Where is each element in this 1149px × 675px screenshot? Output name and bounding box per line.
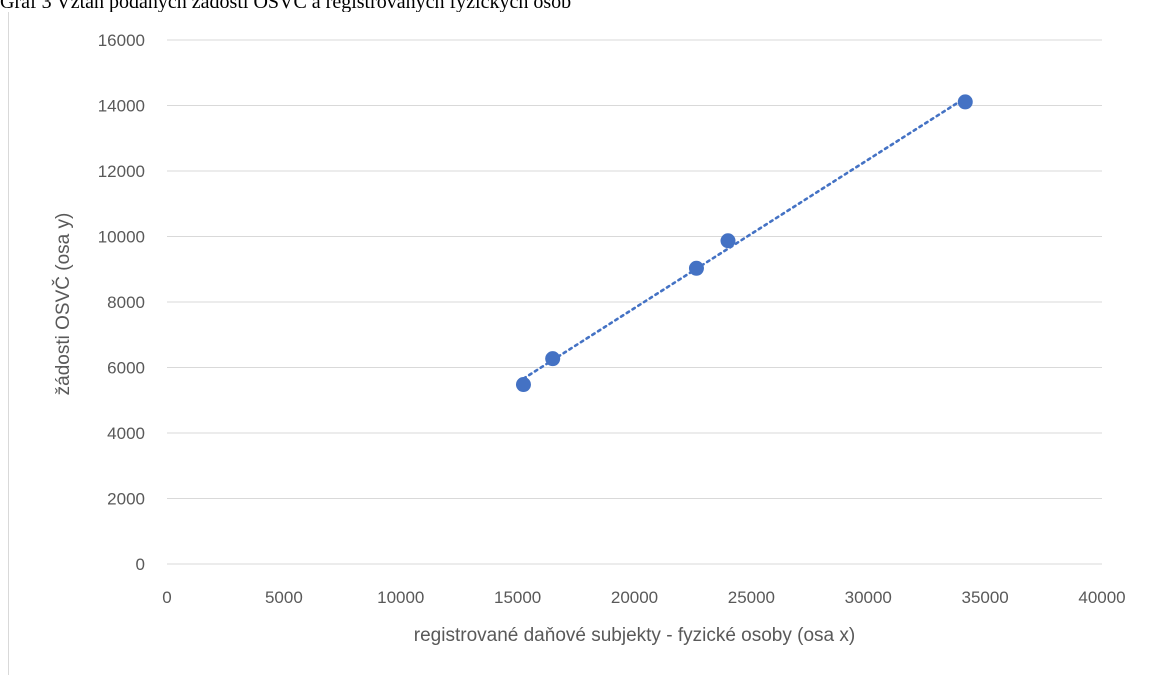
trendline-layer (522, 96, 967, 380)
x-tick-label: 40000 (1078, 588, 1125, 607)
x-tick-label: 15000 (494, 588, 541, 607)
y-tick-label: 16000 (98, 31, 145, 50)
y-tick-label: 2000 (107, 490, 145, 509)
data-point (957, 94, 973, 110)
data-point (515, 377, 531, 393)
y-tick-label: 4000 (107, 424, 145, 443)
x-tick-label: 10000 (377, 588, 424, 607)
x-tick-label: 25000 (728, 588, 775, 607)
data-point (688, 260, 704, 276)
x-tick-label: 5000 (265, 588, 303, 607)
y-tick-label: 6000 (107, 359, 145, 378)
y-tick-label: 8000 (107, 293, 145, 312)
data-point (720, 233, 736, 249)
y-axis-title: žádosti OSVČ (osa y) (52, 213, 74, 396)
data-point (545, 351, 561, 367)
x-axis-title: registrované daňové subjekty - fyzické o… (414, 625, 855, 646)
tick-labels: 0 2000 4000 6000 8000 10000 12000 14000 16000 0 50… (98, 31, 1126, 607)
chart-frame (8, 12, 1149, 675)
y-tick-label: 10000 (98, 228, 145, 247)
x-tick-label: 30000 (845, 588, 892, 607)
x-tick-label: 0 (162, 588, 171, 607)
y-tick-label: 0 (136, 555, 145, 574)
trendline (522, 96, 967, 380)
data-points (515, 94, 973, 393)
x-tick-label: 35000 (961, 588, 1008, 607)
y-tick-label: 12000 (98, 162, 145, 181)
gridlines (167, 39, 1102, 565)
figure-caption: Graf 3 Vztah podaných žádostí OSVČ a reg… (0, 0, 572, 12)
y-tick-label: 14000 (98, 97, 145, 116)
x-tick-label: 20000 (611, 588, 658, 607)
